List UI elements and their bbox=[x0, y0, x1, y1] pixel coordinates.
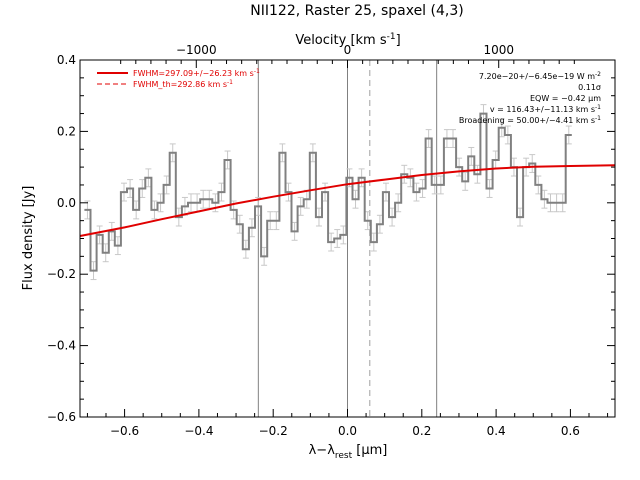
fit-annotation: EQW = −0.42 μm bbox=[530, 94, 601, 103]
y-tick-label: −0.6 bbox=[47, 410, 76, 424]
legend-entry: FWHM_th=292.86 km s-1 bbox=[133, 79, 233, 89]
x-tick-label: 0.6 bbox=[561, 424, 580, 438]
chart-title: NII122, Raster 25, spaxel (4,3) bbox=[250, 3, 463, 19]
fit-annotation: 7.20e−20+/−6.45e−19 W m-2 bbox=[479, 71, 601, 81]
x-tick-label: 0.0 bbox=[338, 424, 357, 438]
y-tick-label: 0.4 bbox=[57, 53, 76, 67]
x-axis-label-unit: [μm] bbox=[352, 443, 387, 458]
fit-annotation: Broadening = 50.00+/−4.41 km s-1 bbox=[459, 115, 601, 125]
top-axis-label-text: Velocity [km s bbox=[295, 33, 387, 48]
plot-area bbox=[79, 60, 616, 417]
top-axis-label-end: ] bbox=[396, 33, 401, 48]
top-tick-label: −1000 bbox=[176, 43, 217, 57]
x-axis-label-text: λ−λ bbox=[309, 443, 336, 458]
flux-step-series bbox=[84, 112, 572, 272]
x-axis-label-sub: rest bbox=[335, 451, 353, 461]
legend: FWHM=297.09+/−26.23 km s-1FWHM_th=292.86… bbox=[97, 68, 260, 89]
svg-text:λ−λrest [μm]: λ−λrest [μm] bbox=[309, 443, 388, 461]
top-axis-label-sup: -1 bbox=[387, 32, 396, 42]
y-tick-label: −0.2 bbox=[47, 267, 76, 281]
x-tick-label: −0.4 bbox=[184, 424, 213, 438]
fit-annotation: 0.11σ bbox=[578, 83, 601, 92]
y-tick-label: −0.4 bbox=[47, 339, 76, 353]
x-tick-label: 0.4 bbox=[487, 424, 506, 438]
svg-text:Velocity [km s-1]: Velocity [km s-1] bbox=[295, 32, 400, 48]
top-tick-label: 0 bbox=[344, 43, 352, 57]
y-tick-label: 0.0 bbox=[57, 196, 76, 210]
axes: −0.6 −0.4 −0.2 0.0 0.2 0.4 0.6 −0.6 −0.4 −0.2 0.0 0… bbox=[47, 43, 616, 438]
gaussian-fit-line bbox=[79, 164, 616, 237]
x-axis-label: λ−λrest [μm] bbox=[309, 443, 388, 461]
x-tick-label: 0.2 bbox=[412, 424, 431, 438]
fit-annotation: v = 116.43+/−11.13 km s-1 bbox=[490, 104, 601, 114]
fit-annotations: 7.20e−20+/−6.45e−19 W m-2 0.11σ EQW = −0.4… bbox=[459, 71, 601, 125]
top-axis-label: Velocity [km s-1] bbox=[295, 32, 400, 48]
x-tick-label: −0.6 bbox=[110, 424, 139, 438]
x-tick-label: −0.2 bbox=[259, 424, 288, 438]
y-axis-label: Flux density [Jy] bbox=[21, 186, 36, 291]
legend-entry: FWHM=297.09+/−26.23 km s-1 bbox=[133, 68, 260, 78]
y-tick-label: 0.2 bbox=[57, 124, 76, 138]
top-tick-label: 1000 bbox=[483, 43, 514, 57]
